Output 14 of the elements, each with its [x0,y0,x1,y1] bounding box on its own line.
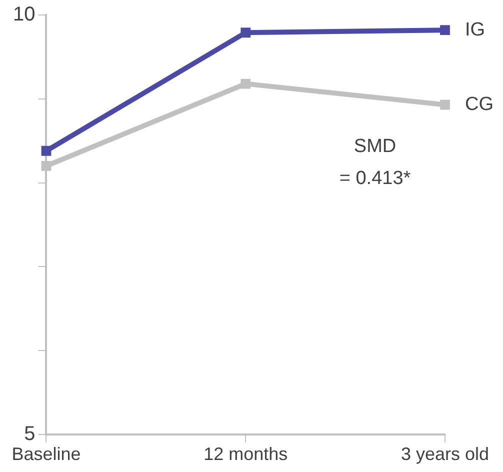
x-tick-label: 12 months [204,444,288,464]
series-label: CG [465,94,494,115]
point [240,78,251,89]
point [440,100,450,110]
y-tick-label: 5 [24,422,36,445]
point [440,25,450,36]
point [41,146,52,156]
point [41,161,52,171]
point [240,28,251,38]
x-tick-label: 3 years old [400,444,490,464]
x-tick-label: Baseline [12,444,81,464]
series-label: IG [465,19,486,40]
annotation: SMD = 0.413* [339,136,412,190]
y-tick-label: 10 [12,4,36,26]
